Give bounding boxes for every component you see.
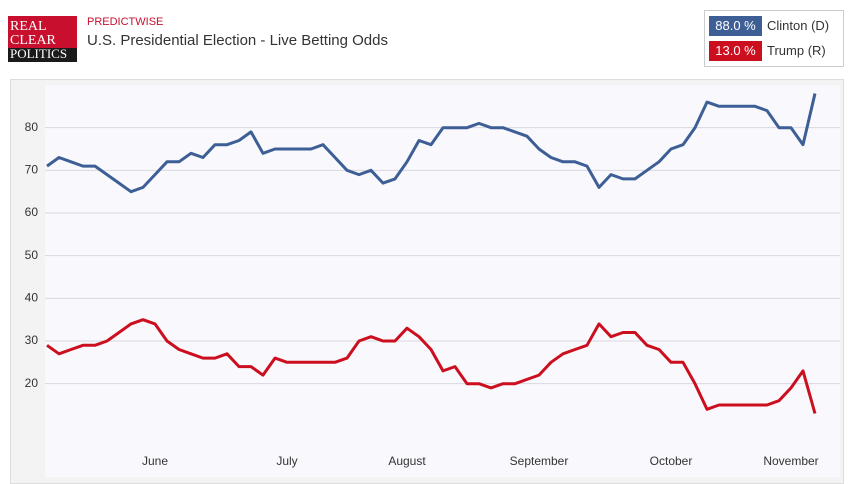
logo-line: POLITICS — [10, 46, 67, 61]
logo-line: REAL — [10, 19, 47, 34]
y-tick-label: 50 — [25, 248, 39, 262]
x-tick-label: July — [276, 454, 297, 468]
series-line — [46, 318, 817, 414]
y-tick-label: 20 — [25, 376, 39, 390]
y-tick-label: 60 — [25, 205, 39, 219]
y-tick-label: 40 — [25, 291, 39, 305]
plot-area — [45, 85, 840, 477]
legend-value: 13.0 % — [715, 43, 756, 58]
source: PREDICTWISE — [87, 16, 163, 28]
legend-label: Clinton (D) — [767, 18, 829, 33]
legend-swatch — [709, 41, 762, 61]
x-tick-label: October — [650, 454, 693, 468]
x-tick-label: June — [142, 454, 168, 468]
x-tick-label: November — [763, 454, 818, 468]
x-tick-label: September — [510, 454, 569, 468]
x-tick-label: August — [388, 454, 426, 468]
logo-line: CLEAR — [10, 33, 57, 48]
series-line — [46, 93, 817, 194]
chart-title: U.S. Presidential Election - Live Bettin… — [87, 32, 388, 49]
legend-swatch — [709, 16, 762, 36]
y-tick-label: 70 — [25, 163, 39, 177]
y-tick-label: 80 — [25, 120, 39, 134]
legend-label: Trump (R) — [767, 43, 826, 58]
legend-value: 88.0 % — [715, 18, 756, 33]
y-tick-label: 30 — [25, 333, 39, 347]
logo-band — [8, 48, 77, 62]
